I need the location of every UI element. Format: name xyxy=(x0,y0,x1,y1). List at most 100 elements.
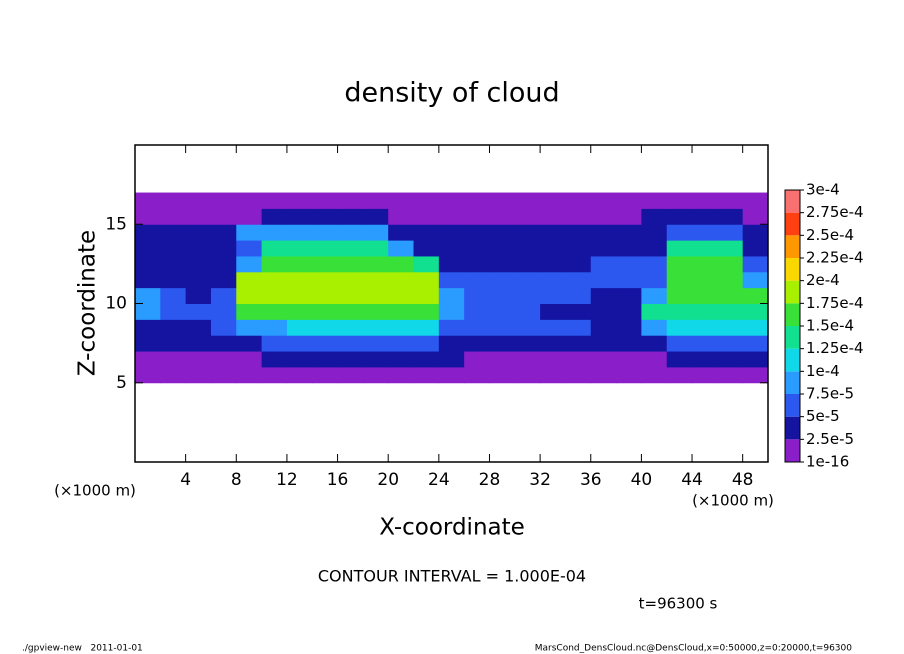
cell xyxy=(540,208,566,225)
cell xyxy=(489,240,516,257)
cell xyxy=(160,351,187,368)
cell xyxy=(135,224,161,241)
cell xyxy=(286,319,313,336)
x-tick-label: 36 xyxy=(580,470,602,490)
cell xyxy=(742,303,769,320)
cell xyxy=(514,351,541,368)
colorbar-swatch xyxy=(785,258,800,281)
cell xyxy=(210,224,237,241)
colorbar-label: 5e-5 xyxy=(806,407,840,425)
cell xyxy=(565,224,592,241)
cell xyxy=(489,224,516,241)
cell xyxy=(337,319,364,336)
cell xyxy=(590,192,617,209)
colorbar-label: 2.75e-4 xyxy=(806,203,864,221)
cell xyxy=(742,287,769,304)
colorbar-swatch xyxy=(785,303,800,326)
x-tick-label: 48 xyxy=(732,470,754,490)
cell xyxy=(210,287,237,304)
cell xyxy=(565,208,592,225)
cell xyxy=(286,240,313,257)
x-tick-label: 8 xyxy=(231,470,242,490)
cell xyxy=(388,192,415,209)
cell xyxy=(565,287,592,304)
cell xyxy=(666,271,693,289)
cell xyxy=(362,240,389,257)
cell xyxy=(616,271,642,289)
cell xyxy=(692,208,718,225)
cell xyxy=(742,208,769,225)
colorbar-label: 3e-4 xyxy=(806,181,840,199)
colorbar-swatch xyxy=(785,280,800,304)
cell xyxy=(692,335,718,352)
cell xyxy=(388,224,415,241)
cell xyxy=(185,351,212,368)
cell xyxy=(160,240,187,257)
cell xyxy=(135,319,161,336)
cell xyxy=(210,303,237,320)
cell xyxy=(514,319,541,336)
colorbar-swatch xyxy=(785,348,800,372)
cell xyxy=(413,240,440,257)
cell xyxy=(489,335,516,352)
cell xyxy=(388,319,415,336)
cell xyxy=(641,335,668,352)
cell xyxy=(286,351,313,368)
cell xyxy=(666,366,693,384)
cell xyxy=(210,319,237,336)
cell xyxy=(362,192,389,209)
cell xyxy=(666,255,693,273)
cell xyxy=(590,255,617,273)
cell xyxy=(692,351,718,368)
cell xyxy=(590,271,617,289)
cell xyxy=(160,366,187,384)
cell xyxy=(236,271,263,289)
cell xyxy=(286,366,313,384)
cell xyxy=(464,303,490,320)
cell xyxy=(717,351,744,368)
cell xyxy=(135,192,161,209)
cell xyxy=(540,224,566,241)
cell xyxy=(185,240,212,257)
cell xyxy=(312,351,339,368)
cell xyxy=(641,287,668,304)
cell xyxy=(464,240,490,257)
cell xyxy=(489,351,516,368)
cell xyxy=(261,240,288,257)
cell xyxy=(438,255,465,273)
cell xyxy=(717,366,744,384)
cell xyxy=(692,192,718,209)
cell xyxy=(135,271,161,289)
cell xyxy=(692,319,718,336)
cell xyxy=(438,208,465,225)
x-tick-label: 4 xyxy=(180,470,191,490)
colorbar-swatch xyxy=(785,394,800,417)
cell xyxy=(489,255,516,273)
cell xyxy=(413,287,440,304)
cell xyxy=(236,319,263,336)
colorbar-label: 2.25e-4 xyxy=(806,249,864,267)
colorbar-swatch xyxy=(785,439,800,462)
x-tick-label: 40 xyxy=(631,470,653,490)
cell xyxy=(438,271,465,289)
cell xyxy=(135,335,161,352)
x-tick-label: 44 xyxy=(681,470,703,490)
cell xyxy=(210,240,237,257)
cell xyxy=(261,287,288,304)
cell xyxy=(388,351,415,368)
cell xyxy=(666,208,693,225)
cell xyxy=(388,240,415,257)
cell xyxy=(742,366,769,384)
cell xyxy=(261,224,288,241)
cell xyxy=(185,366,212,384)
cell xyxy=(616,287,642,304)
cell xyxy=(438,240,465,257)
cell xyxy=(286,303,313,320)
cell xyxy=(337,255,364,273)
cell xyxy=(438,351,465,368)
cell xyxy=(160,287,187,304)
cell xyxy=(514,303,541,320)
cell xyxy=(666,224,693,241)
cell xyxy=(565,192,592,209)
cell xyxy=(236,366,263,384)
